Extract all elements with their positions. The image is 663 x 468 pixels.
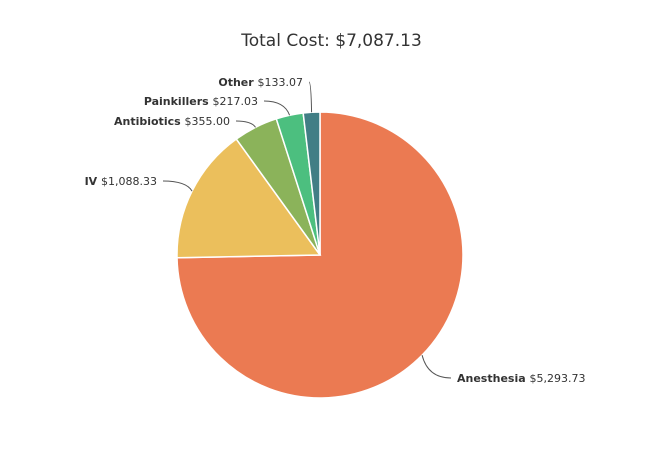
- pie-slice-other[interactable]: [302, 111, 321, 256]
- slice-label-iv: IV $1,088.33: [85, 175, 157, 188]
- chart-title: Total Cost: $7,087.13: [241, 31, 422, 51]
- label-connector: [263, 100, 291, 116]
- label-connector: [308, 81, 313, 113]
- label-connector: [235, 120, 256, 128]
- slice-label-antibiotics: Antibiotics $355.00: [114, 115, 230, 128]
- pie-labels: Anesthesia $5,293.73 IV $1,088.33 Antibiot…: [85, 76, 586, 385]
- label-connector: [162, 180, 193, 192]
- pie-slices: [176, 111, 464, 399]
- slice-label-other: Other $133.07: [218, 76, 303, 89]
- slice-label-anesthesia: Anesthesia $5,293.73: [457, 372, 585, 385]
- label-connector: [421, 355, 452, 379]
- slice-label-painkillers: Painkillers $217.03: [144, 95, 258, 108]
